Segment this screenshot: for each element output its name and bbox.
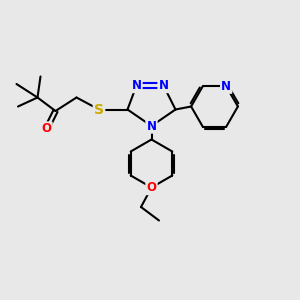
Text: N: N [131, 79, 142, 92]
Text: N: N [221, 80, 231, 93]
Text: N: N [146, 119, 157, 133]
Text: N: N [158, 79, 169, 92]
Text: O: O [41, 122, 52, 136]
Text: S: S [94, 103, 104, 116]
Text: O: O [146, 181, 157, 194]
